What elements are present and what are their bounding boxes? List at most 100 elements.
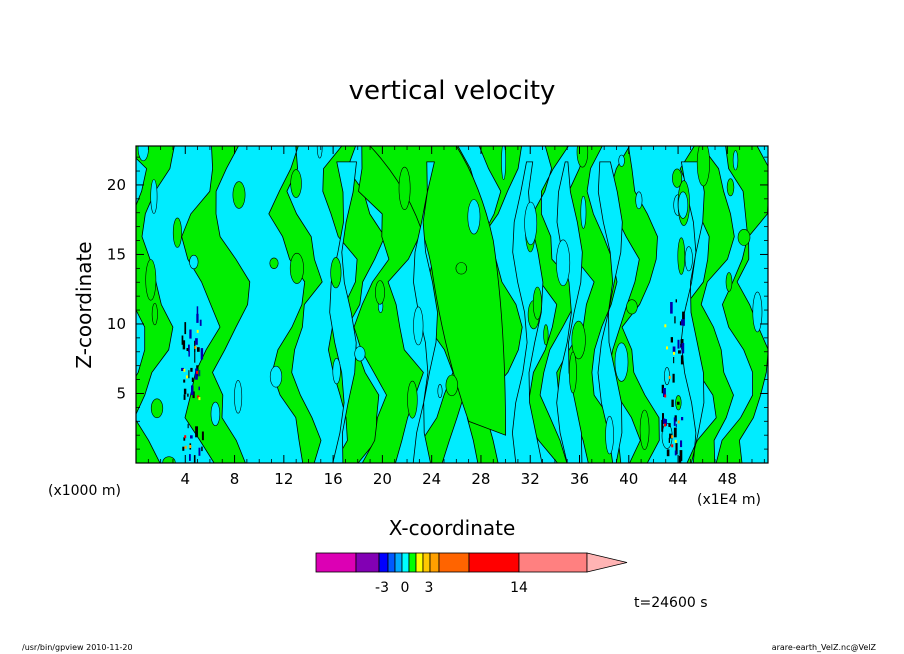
colorbar-cell xyxy=(518,552,588,573)
contour-blob xyxy=(150,179,158,214)
contour-blob xyxy=(269,365,283,388)
updraft-speck xyxy=(677,420,680,424)
x-tick-label: 20 xyxy=(373,470,392,488)
updraft-streak xyxy=(672,373,675,383)
updraft-streak xyxy=(661,384,664,394)
x-tick-label: 48 xyxy=(718,470,737,488)
updraft-streak xyxy=(679,450,683,461)
updraft-speck xyxy=(674,439,677,443)
updraft-speck xyxy=(183,368,186,372)
updraft-streak xyxy=(183,437,186,441)
contour-blob xyxy=(332,358,341,385)
colorbar-cell xyxy=(408,552,417,573)
x-unit-right: (x1E4 m) xyxy=(697,492,761,508)
updraft-streak xyxy=(675,423,677,428)
updraft-streak xyxy=(681,319,684,326)
updraft-streak xyxy=(197,347,200,352)
colorbar-cell xyxy=(422,552,431,573)
colorbar-label: 3 xyxy=(425,580,434,596)
contour-blob xyxy=(290,169,302,198)
updraft-streak xyxy=(191,377,194,382)
contour-blob xyxy=(524,201,538,246)
contour-blob xyxy=(210,401,221,427)
updraft-speck xyxy=(671,444,674,448)
contour-blob xyxy=(189,254,199,270)
contour-blob xyxy=(398,166,411,210)
colorbar-label: -3 xyxy=(375,580,389,596)
contour-blob xyxy=(618,154,625,167)
updraft-streak xyxy=(192,391,195,399)
updraft-streak xyxy=(190,367,193,372)
contour-blob xyxy=(413,306,424,346)
contour-blob xyxy=(571,320,586,360)
contour-blob xyxy=(151,303,158,326)
x-tick-label: 12 xyxy=(274,470,293,488)
colorbar-cell xyxy=(401,552,410,573)
updraft-streak xyxy=(188,370,190,379)
updraft-streak xyxy=(189,454,191,461)
updraft-speck xyxy=(198,397,201,401)
colorbar-cell xyxy=(355,552,380,573)
updraft-streak xyxy=(670,337,673,343)
colorbar-cell xyxy=(429,552,440,573)
updraft-streak xyxy=(674,316,676,324)
y-tick-label: 5 xyxy=(116,384,126,402)
contour-blob xyxy=(269,257,279,269)
plot-area xyxy=(135,145,769,464)
updraft-speck xyxy=(668,375,671,379)
updraft-streak xyxy=(666,449,670,457)
updraft-streak xyxy=(680,355,684,365)
updraft-streak xyxy=(680,339,682,347)
x-tick-label: 40 xyxy=(619,470,638,488)
contour-blob xyxy=(626,299,638,315)
y-tick-label: 10 xyxy=(107,315,126,333)
contour-blob xyxy=(145,259,157,301)
contour-channel-cyan xyxy=(597,161,623,463)
contour-blob xyxy=(467,199,481,235)
contour-blob xyxy=(150,398,164,419)
y-tick-label: 15 xyxy=(107,245,126,263)
updraft-streak xyxy=(184,322,187,335)
contour-blob xyxy=(407,380,418,419)
footer-left: /usr/bin/gpview 2010-11-20 xyxy=(22,643,133,652)
x-tick-label: 36 xyxy=(570,470,589,488)
x-axis-label: X-coordinate xyxy=(388,516,516,540)
contour-band-green xyxy=(268,146,323,463)
contour-blob xyxy=(737,228,751,246)
contour-blob xyxy=(289,252,304,284)
updraft-speck xyxy=(666,346,668,350)
contour-blob xyxy=(330,257,342,289)
updraft-streak xyxy=(673,417,676,426)
updraft-streak xyxy=(670,302,673,314)
contour-blob xyxy=(672,168,683,188)
footer-right: arare-earth_VelZ.nc@VelZ xyxy=(771,643,876,652)
updraft-streak xyxy=(682,311,685,320)
contour-blob xyxy=(375,280,385,305)
updraft-speck xyxy=(671,435,674,439)
colorbar-cell xyxy=(387,552,396,573)
updraft-streak xyxy=(183,394,186,400)
y-tick-label: 20 xyxy=(107,176,126,194)
updraft-speck xyxy=(664,324,667,328)
updraft-streak xyxy=(195,368,198,380)
updraft-streak xyxy=(196,313,199,323)
updraft-streak xyxy=(663,418,666,424)
contour-blob xyxy=(543,324,549,346)
updraft-speck xyxy=(664,394,667,398)
updraft-streak xyxy=(664,419,667,426)
updraft-streak xyxy=(191,385,194,396)
updraft-speck xyxy=(189,445,192,448)
updraft-streak xyxy=(181,335,184,345)
updraft-streak xyxy=(680,440,683,448)
x-tick-label: 44 xyxy=(669,470,688,488)
contour-fills xyxy=(136,146,768,463)
updraft-streak xyxy=(193,455,196,463)
contour-blob xyxy=(725,272,733,292)
updraft-streak xyxy=(662,413,664,421)
updraft-streak xyxy=(672,346,676,353)
contour-blob xyxy=(639,409,650,450)
updraft-streak xyxy=(182,340,186,350)
contour-blob xyxy=(354,346,366,362)
